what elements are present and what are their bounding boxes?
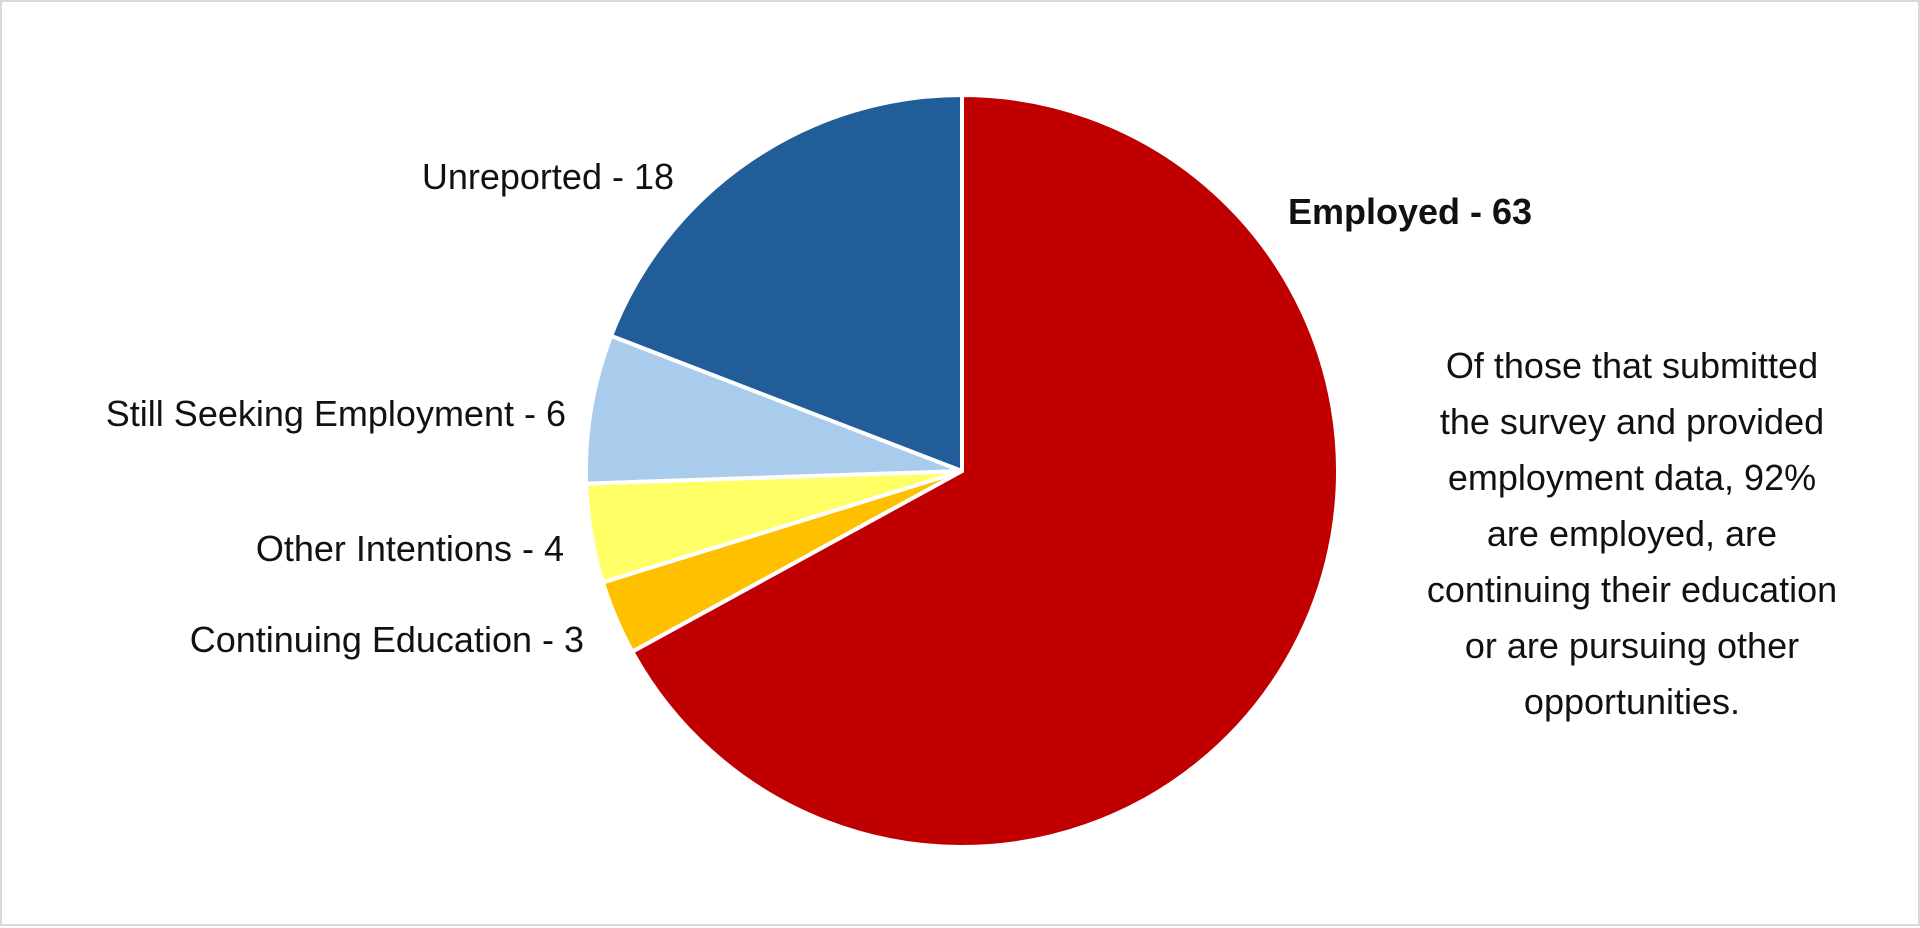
pie-labels: Employed - 63 Continuing Education - 3 Oth… — [106, 156, 1532, 660]
slice-label: Employed - 63 — [1288, 191, 1532, 232]
pie-slice — [584, 333, 964, 486]
annotation-line: or are pursuing other — [1464, 625, 1800, 666]
summary-annotation: Of those that submitted the survey and p… — [1372, 338, 1892, 730]
pie-slice — [609, 93, 964, 473]
slice-label: Still Seeking Employment - 6 — [106, 393, 566, 434]
annotation-line: are employed, are — [1486, 513, 1778, 554]
annotation-line: continuing their education — [1426, 569, 1838, 610]
annotation-line: employment data, 92% — [1447, 457, 1817, 498]
annotation-line: Of those that submitted — [1445, 345, 1819, 386]
annotation-line: opportunities. — [1523, 681, 1741, 722]
slice-label: Continuing Education - 3 — [190, 619, 584, 660]
slice-label: Unreported - 18 — [422, 156, 674, 197]
pie-slice — [630, 93, 1340, 849]
annotation-line: the survey and provided — [1439, 401, 1825, 442]
slice-label: Other Intentions - 4 — [256, 528, 564, 569]
pie-slices — [584, 93, 1340, 849]
